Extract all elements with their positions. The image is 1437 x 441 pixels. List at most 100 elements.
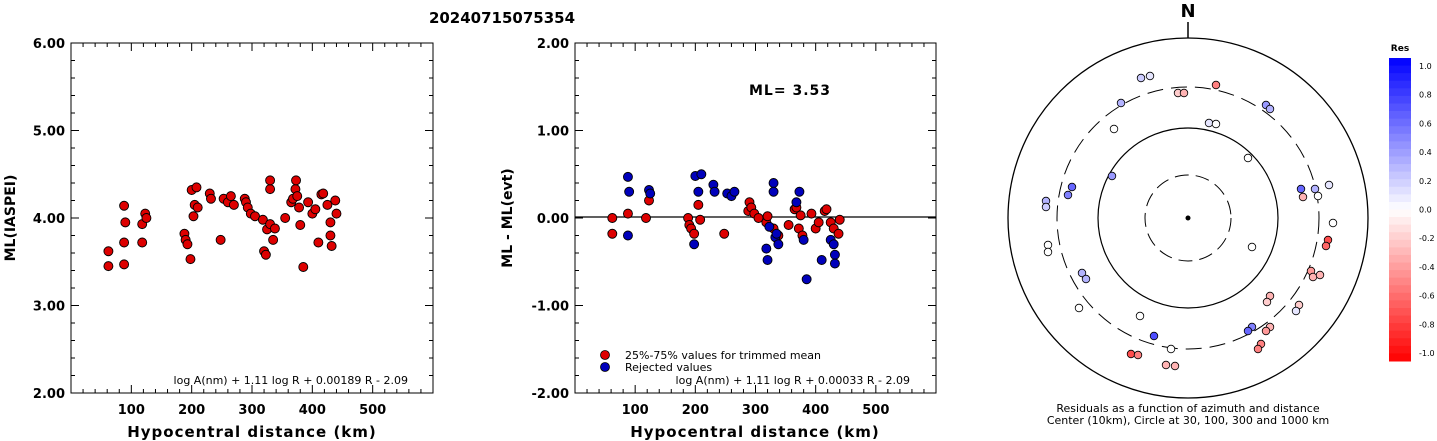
residual-point-series-1 <box>829 249 840 260</box>
magnitude-xtick-label: 500 <box>359 403 386 418</box>
magnitude-point-series-0 <box>268 234 279 245</box>
residual-point-series-0 <box>641 213 651 223</box>
colorbar-segment <box>1389 73 1411 82</box>
residual-panel: -2.00 -1.00 0.00 1.00 2.00 100 200 300 400 500 M… <box>500 37 937 441</box>
colorbar-segment <box>1389 118 1411 127</box>
colorbar-segment <box>1389 277 1411 286</box>
epicenter-dot <box>1185 215 1191 221</box>
station-marker <box>1126 349 1136 359</box>
ml-annotation: ML= 3.53 <box>749 83 831 99</box>
station-marker <box>1321 241 1331 251</box>
colorbar-tick-label: 0.0 <box>1419 206 1432 215</box>
station-marker <box>1145 71 1155 81</box>
magnitude-point-series-0 <box>325 230 336 241</box>
colorbar-segment <box>1389 232 1411 241</box>
azimuth-caption-1: Residuals as a function of azimuth and d… <box>1056 402 1319 415</box>
magnitude-ylabel: ML(IASPEI) <box>3 175 19 262</box>
magnitude-point-series-0 <box>265 184 276 195</box>
residual-point-series-1 <box>764 221 775 232</box>
station-marker <box>1265 104 1275 114</box>
magnitude-point-series-0 <box>188 211 199 222</box>
colorbar-segment <box>1389 141 1411 150</box>
colorbar-tick-label: -0.4 <box>1419 263 1435 272</box>
colorbar-segment <box>1389 88 1411 97</box>
residual-point-series-1 <box>768 186 779 197</box>
residual-xtick-label: 100 <box>622 403 649 418</box>
station-marker <box>1243 153 1253 163</box>
station-marker <box>1298 192 1308 202</box>
colorbar-segment <box>1389 323 1411 332</box>
residual-point-series-1 <box>709 186 720 197</box>
station-marker <box>1081 274 1091 284</box>
ring-300km <box>1056 86 1320 350</box>
ring-100km <box>1097 127 1279 309</box>
colorbar-segment <box>1389 201 1411 210</box>
station-marker <box>1133 350 1143 360</box>
legend-marker-trimmed <box>600 350 610 360</box>
legend-marker-rejected <box>600 362 610 372</box>
station-marker <box>1116 98 1126 108</box>
station-marker <box>1262 297 1272 307</box>
station-marker <box>1109 124 1119 134</box>
residual-point-series-1 <box>622 171 633 182</box>
magnitude-point-series-0 <box>192 202 203 213</box>
colorbar-tick-label: -0.6 <box>1419 292 1435 301</box>
magnitude-point-series-0 <box>269 223 280 234</box>
colorbar-segment <box>1389 156 1411 165</box>
magnitude-point-series-0 <box>280 213 291 223</box>
colorbar-segment <box>1389 292 1411 301</box>
magnitude-xlabel: Hypocentral distance (km) <box>127 423 377 441</box>
residual-point-series-0 <box>607 228 618 239</box>
ring-1000km <box>1007 37 1369 399</box>
magnitude-point-series-0 <box>260 249 271 260</box>
magnitude-point-series-0 <box>310 204 321 215</box>
colorbar-segment <box>1389 247 1411 256</box>
magnitude-point-series-0 <box>295 220 306 230</box>
magnitude-point-series-0 <box>103 261 114 272</box>
residual-point-series-0 <box>762 211 773 222</box>
station-marker <box>1261 326 1271 336</box>
magnitude-point-series-0 <box>103 246 114 257</box>
magnitude-formula: log A(nm) + 1.11 log R + 0.00189 R - 2.0… <box>174 374 408 387</box>
colorbar-segment <box>1389 103 1411 112</box>
magnitude-point-series-0 <box>120 217 131 228</box>
residual-point-series-1 <box>798 234 809 245</box>
residual-point-series-0 <box>693 199 704 210</box>
residual-point-series-1 <box>794 186 805 197</box>
colorbar-segment <box>1389 95 1411 104</box>
station-marker <box>1149 331 1159 341</box>
station-marker <box>1074 303 1084 313</box>
colorbar-tick-label: 1.0 <box>1419 62 1432 71</box>
colorbar-segment <box>1389 111 1411 120</box>
magnitude-point-series-0 <box>137 237 148 248</box>
magnitude-xtick-label: 100 <box>118 403 145 418</box>
station-marker <box>1211 80 1221 90</box>
colorbar-segment <box>1389 148 1411 157</box>
station-marker <box>1315 270 1325 280</box>
magnitude-point-series-0 <box>182 239 193 250</box>
station-marker <box>1161 360 1171 370</box>
magnitude-point-series-0 <box>257 214 268 225</box>
residual-formula: log A(nm) + 1.11 log R + 0.00033 R - 2.0… <box>676 374 910 387</box>
residual-xtick-label: 200 <box>682 403 709 418</box>
colorbar-segment <box>1389 300 1411 309</box>
magnitude-xtick-label: 300 <box>238 403 265 418</box>
residual-colorbar: Res 1.0 0.8 0.6 0.4 0.2 0.0 -0.2 -0.4 -0.6 -0.8 -1… <box>1389 44 1435 362</box>
residual-point-series-1 <box>624 186 635 197</box>
magnitude-ytick-label: 2.00 <box>33 387 65 402</box>
station-marker <box>1291 306 1301 316</box>
magnitude-ytick-label: 5.00 <box>33 125 65 140</box>
colorbar-segment <box>1389 353 1411 362</box>
magnitude-point-series-0 <box>119 259 130 270</box>
colorbar-tick-label: 0.8 <box>1419 91 1432 100</box>
magnitude-point-series-0 <box>318 188 329 199</box>
magnitude-point-series-0 <box>322 199 333 210</box>
station-marker <box>1043 247 1053 257</box>
colorbar-segment <box>1389 186 1411 195</box>
magnitude-point-series-0 <box>325 217 336 228</box>
colorbar-segment <box>1389 254 1411 264</box>
azimuth-caption-2: Center (10km), Circle at 30, 100, 300 an… <box>1047 414 1329 427</box>
colorbar-tick-label: -0.8 <box>1419 320 1435 329</box>
ring-30km <box>1144 174 1232 262</box>
colorbar-segment <box>1389 307 1411 317</box>
